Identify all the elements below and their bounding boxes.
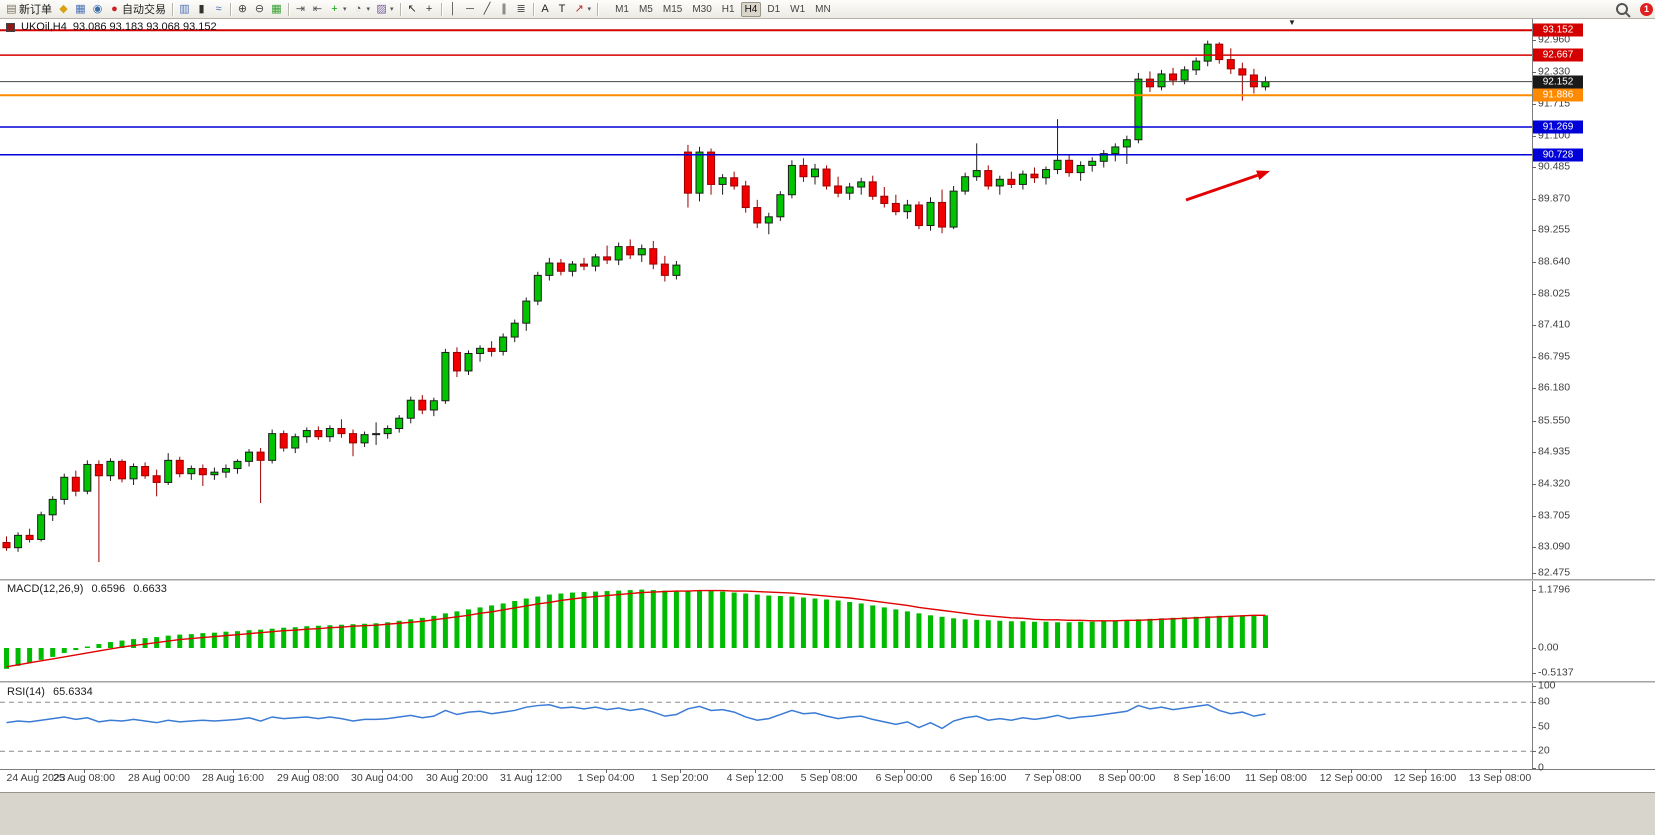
timeframe-m15-button[interactable]: M15 xyxy=(662,3,683,15)
timeframe-bar: M1 M5 M15 M30 H1 H4 D1 W1 MN xyxy=(611,1,835,17)
text-label-icon: T xyxy=(558,3,566,15)
chart-shift-icon: ⇤ xyxy=(312,3,323,15)
auto-scroll-button[interactable]: ⇥ xyxy=(292,1,309,17)
rsi-panel[interactable] xyxy=(0,683,1532,768)
add-indicator-button[interactable]: + ▾ xyxy=(326,1,350,17)
panel-separator[interactable] xyxy=(0,579,1655,581)
timeframe-w1-button[interactable]: W1 xyxy=(790,3,806,15)
template-icon: ▨ xyxy=(376,3,387,15)
horizontal-line-button[interactable]: ─ xyxy=(462,1,479,17)
zoom-out-button[interactable]: ⊖ xyxy=(251,1,268,17)
arrows-button[interactable]: ↗ ▾ xyxy=(571,1,595,17)
text-button[interactable]: A xyxy=(537,1,554,17)
horizontal-line-icon: ─ xyxy=(466,3,474,15)
clock-icon: ◔ xyxy=(354,3,362,15)
zoom-in-button[interactable]: ⊕ xyxy=(234,1,251,17)
auto-scroll-icon: ⇥ xyxy=(295,3,306,15)
autotrade-button-label: 自动交易 xyxy=(122,4,166,16)
text-icon: A xyxy=(541,3,549,15)
cursor-button[interactable]: ↖ xyxy=(404,1,421,17)
vertical-line-button[interactable]: │ xyxy=(445,1,462,17)
market-watch-button[interactable]: ◆ xyxy=(55,1,72,17)
fibonacci-button[interactable]: ≣ xyxy=(513,1,530,17)
bar-chart-icon: ▥ xyxy=(179,3,190,15)
vertical-line-icon: │ xyxy=(449,3,457,15)
toolbar-separator xyxy=(230,2,231,16)
toolbar-separator xyxy=(532,2,534,16)
toolbar-separator xyxy=(172,2,173,16)
toolbar-separator xyxy=(288,2,289,16)
trendline-icon: ╱ xyxy=(483,3,491,15)
toolbar-buttons: ▤ 新订单 ◆ ▦ ◉ ● 自动交易 ▥ ▮ ≈ ⊕ ⊖ ▦ ⇥ ⇤ + ▾ ◔ ▾ ▨ ▾ ↖ + │ ─ ╱ ∥ ≣ A T ↗ ▾ xyxy=(3,1,594,17)
zoom-in-icon: ⊕ xyxy=(237,3,248,15)
periods-button[interactable]: ◔ ▾ xyxy=(350,1,374,17)
toolbar-separator xyxy=(399,2,401,16)
dropdown-caret-icon: ▾ xyxy=(343,6,347,13)
crosshair-button[interactable]: + xyxy=(421,1,438,17)
cursor-icon: ↖ xyxy=(407,3,417,15)
add-indicator-icon: + xyxy=(331,3,338,15)
price-chart-area[interactable] xyxy=(0,18,1532,579)
timeframe-h4-button[interactable]: H4 xyxy=(740,1,762,17)
bar-chart-button[interactable]: ▥ xyxy=(176,1,193,17)
line-chart-icon: ≈ xyxy=(215,3,222,15)
toolbar-separator xyxy=(440,2,442,16)
timeframe-d1-button[interactable]: D1 xyxy=(767,3,781,15)
chart-shift-button[interactable]: ⇤ xyxy=(309,1,326,17)
macd-panel[interactable] xyxy=(0,581,1532,681)
toolbar-separator xyxy=(597,2,599,16)
channel-icon: ∥ xyxy=(501,3,507,15)
bottom-strip xyxy=(0,792,1655,835)
toolbar: ▤ 新订单 ◆ ▦ ◉ ● 自动交易 ▥ ▮ ≈ ⊕ ⊖ ▦ ⇥ ⇤ + ▾ ◔ ▾ ▨ ▾ ↖ + │ ─ ╱ ∥ ≣ A T ↗ ▾ M1… xyxy=(0,0,1655,19)
market-watch-icon: ◆ xyxy=(59,3,68,15)
dropdown-caret-icon: ▾ xyxy=(390,6,394,13)
timeframe-h1-button[interactable]: H1 xyxy=(721,3,735,15)
timeframe-m1-button[interactable]: M1 xyxy=(615,3,629,15)
data-window-button[interactable]: ▦ xyxy=(72,1,89,17)
tile-windows-icon: ▦ xyxy=(271,3,282,15)
crosshair-icon: + xyxy=(425,3,433,15)
candlestick-icon: ▮ xyxy=(198,3,205,15)
dropdown-caret-icon: ▾ xyxy=(366,6,371,13)
autotrade-icon: ● xyxy=(111,3,118,15)
timeframe-m5-button[interactable]: M5 xyxy=(638,3,653,15)
fibonacci-icon: ≣ xyxy=(516,3,526,15)
channel-button[interactable]: ∥ xyxy=(496,1,513,17)
community-icon: ◉ xyxy=(92,3,103,15)
search-button[interactable] xyxy=(1610,1,1634,17)
candlestick-chart-button[interactable]: ▮ xyxy=(193,1,210,17)
new-order-button-label: 新订单 xyxy=(19,4,52,16)
search-icon xyxy=(1616,3,1628,15)
timeframe-m30-button[interactable]: M30 xyxy=(692,3,712,15)
time-axis[interactable] xyxy=(0,769,1655,793)
autotrade-button[interactable]: ● 自动交易 xyxy=(106,1,169,17)
dropdown-caret-icon: ▾ xyxy=(587,6,592,13)
trendline-button[interactable]: ╱ xyxy=(479,1,496,17)
timeframe-mn-button[interactable]: MN xyxy=(815,3,831,15)
panel-separator[interactable] xyxy=(0,681,1655,683)
tile-windows-button[interactable]: ▦ xyxy=(268,1,285,17)
price-axis[interactable] xyxy=(1532,18,1655,769)
zoom-out-icon: ⊖ xyxy=(254,3,265,15)
arrow-tool-icon: ↗ xyxy=(574,3,584,15)
new-order-icon: ▤ xyxy=(6,3,17,15)
new-order-button[interactable]: ▤ 新订单 xyxy=(3,1,55,17)
data-window-icon: ▦ xyxy=(75,3,86,15)
line-chart-button[interactable]: ≈ xyxy=(210,1,227,17)
notification-badge[interactable]: 1 xyxy=(1640,2,1653,16)
community-button[interactable]: ◉ xyxy=(89,1,106,17)
templates-button[interactable]: ▨ ▾ xyxy=(373,1,397,17)
text-label-button[interactable]: T xyxy=(554,1,571,17)
